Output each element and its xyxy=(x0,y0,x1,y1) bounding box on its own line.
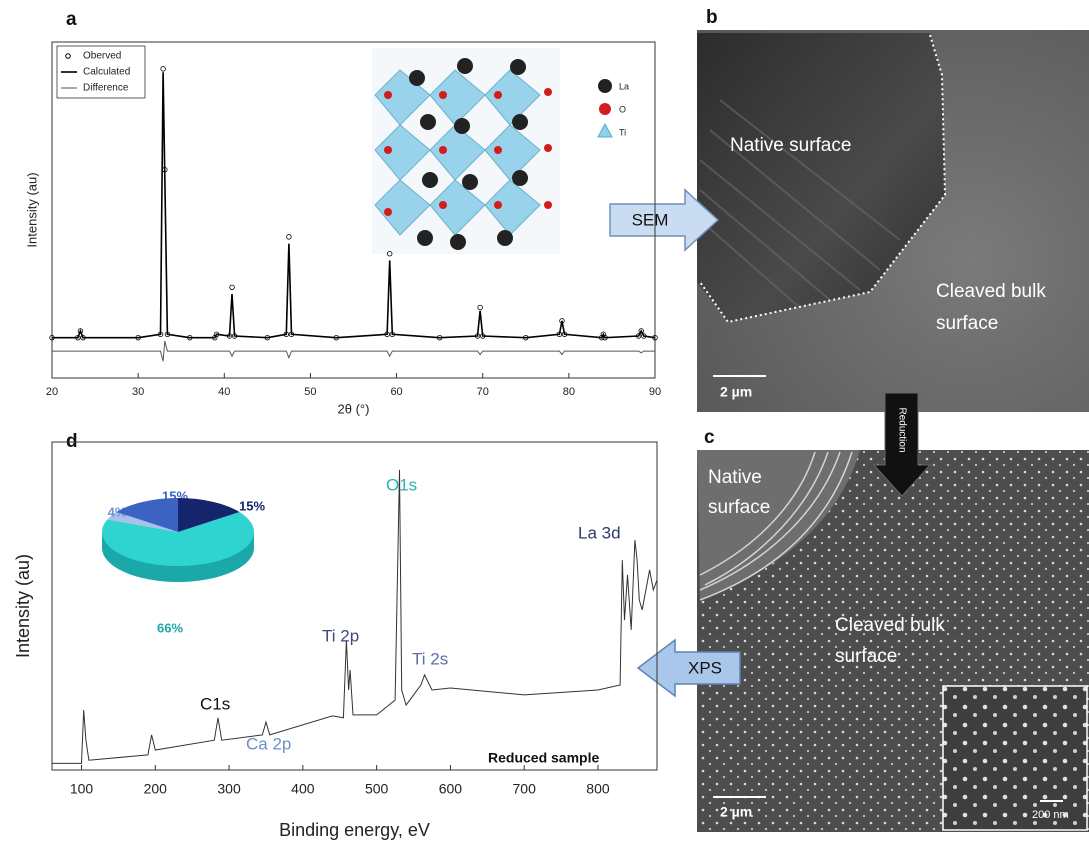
sem-label: Cleaved bulk xyxy=(835,615,945,636)
scale-bar-label: 200 nm xyxy=(1032,809,1069,821)
data-point xyxy=(478,305,483,310)
x-tick-label: 600 xyxy=(439,781,463,797)
sem-label: Native surface xyxy=(730,135,851,156)
peak-annotation: La 3d xyxy=(578,523,621,542)
scale-bar-label: 2 µm xyxy=(720,804,752,820)
x-tick-label: 80 xyxy=(563,386,575,398)
x-axis-label: 2θ (°) xyxy=(338,401,370,416)
legend-label: Calculated xyxy=(83,67,130,78)
crystal-legend: La xyxy=(619,81,629,91)
data-point xyxy=(230,285,235,290)
pie-label: 15% xyxy=(239,498,265,513)
legend-label: Oberved xyxy=(83,51,121,62)
x-tick-label: 200 xyxy=(144,781,168,797)
plot-frame xyxy=(52,442,657,770)
x-tick-label: 30 xyxy=(132,386,144,398)
x-tick-label: 500 xyxy=(365,781,389,797)
data-line xyxy=(52,341,655,361)
x-tick-label: 700 xyxy=(513,781,537,797)
sem-label: Cleaved bulk xyxy=(936,281,1046,302)
sem-label: surface xyxy=(708,497,770,518)
y-axis-label: Intensity (au) xyxy=(13,554,33,658)
crystal-structure: La O Ti xyxy=(372,48,629,254)
peak-annotation: Ca 2p xyxy=(246,734,291,753)
x-tick-label: 100 xyxy=(70,781,94,797)
peak-annotation: Ti 2s xyxy=(412,649,448,668)
pie-label: 66% xyxy=(157,620,183,635)
panel-label: c xyxy=(704,427,715,448)
x-tick-label: 50 xyxy=(304,386,316,398)
scale-bar-label: 2 µm xyxy=(720,384,752,400)
peak-annotation: Reduced sample xyxy=(488,750,599,766)
sem-image-b: Native surface Cleaved bulk surface 2 µm xyxy=(697,30,1089,412)
figure: a b c d La O Ti xyxy=(0,0,1089,850)
x-tick-label: 800 xyxy=(586,781,610,797)
peak-annotation: C1s xyxy=(200,694,230,713)
data-point xyxy=(161,67,166,72)
x-tick-label: 70 xyxy=(477,386,489,398)
x-tick-label: 60 xyxy=(390,386,402,398)
x-tick-label: 40 xyxy=(218,386,230,398)
arrow-label: SEM xyxy=(632,210,669,229)
arrow-label: XPS xyxy=(688,658,722,677)
crystal-legend: Ti xyxy=(619,127,626,137)
x-tick-label: 20 xyxy=(46,386,58,398)
sem-label: surface xyxy=(936,313,998,334)
x-tick-label: 400 xyxy=(291,781,315,797)
x-tick-label: 300 xyxy=(217,781,241,797)
data-point xyxy=(287,235,292,240)
sem-image-c: Native surface Cleaved bulk surface 200 … xyxy=(697,450,1089,832)
x-axis-label: Binding energy, eV xyxy=(279,820,430,840)
y-axis-label: Intensity (au) xyxy=(24,172,39,247)
peak-annotation: O1s xyxy=(386,475,417,494)
legend-label: Difference xyxy=(83,83,129,94)
crystal-legend: O xyxy=(619,104,626,114)
sem-label: surface xyxy=(835,646,897,667)
x-tick-label: 90 xyxy=(649,386,661,398)
peak-annotation: Ti 2p xyxy=(322,626,359,645)
sem-label: Native xyxy=(708,467,762,488)
panel-label: a xyxy=(66,9,77,30)
panel-label: b xyxy=(706,7,718,28)
data-line xyxy=(52,72,655,338)
arrow-label: Reduction xyxy=(896,407,907,452)
